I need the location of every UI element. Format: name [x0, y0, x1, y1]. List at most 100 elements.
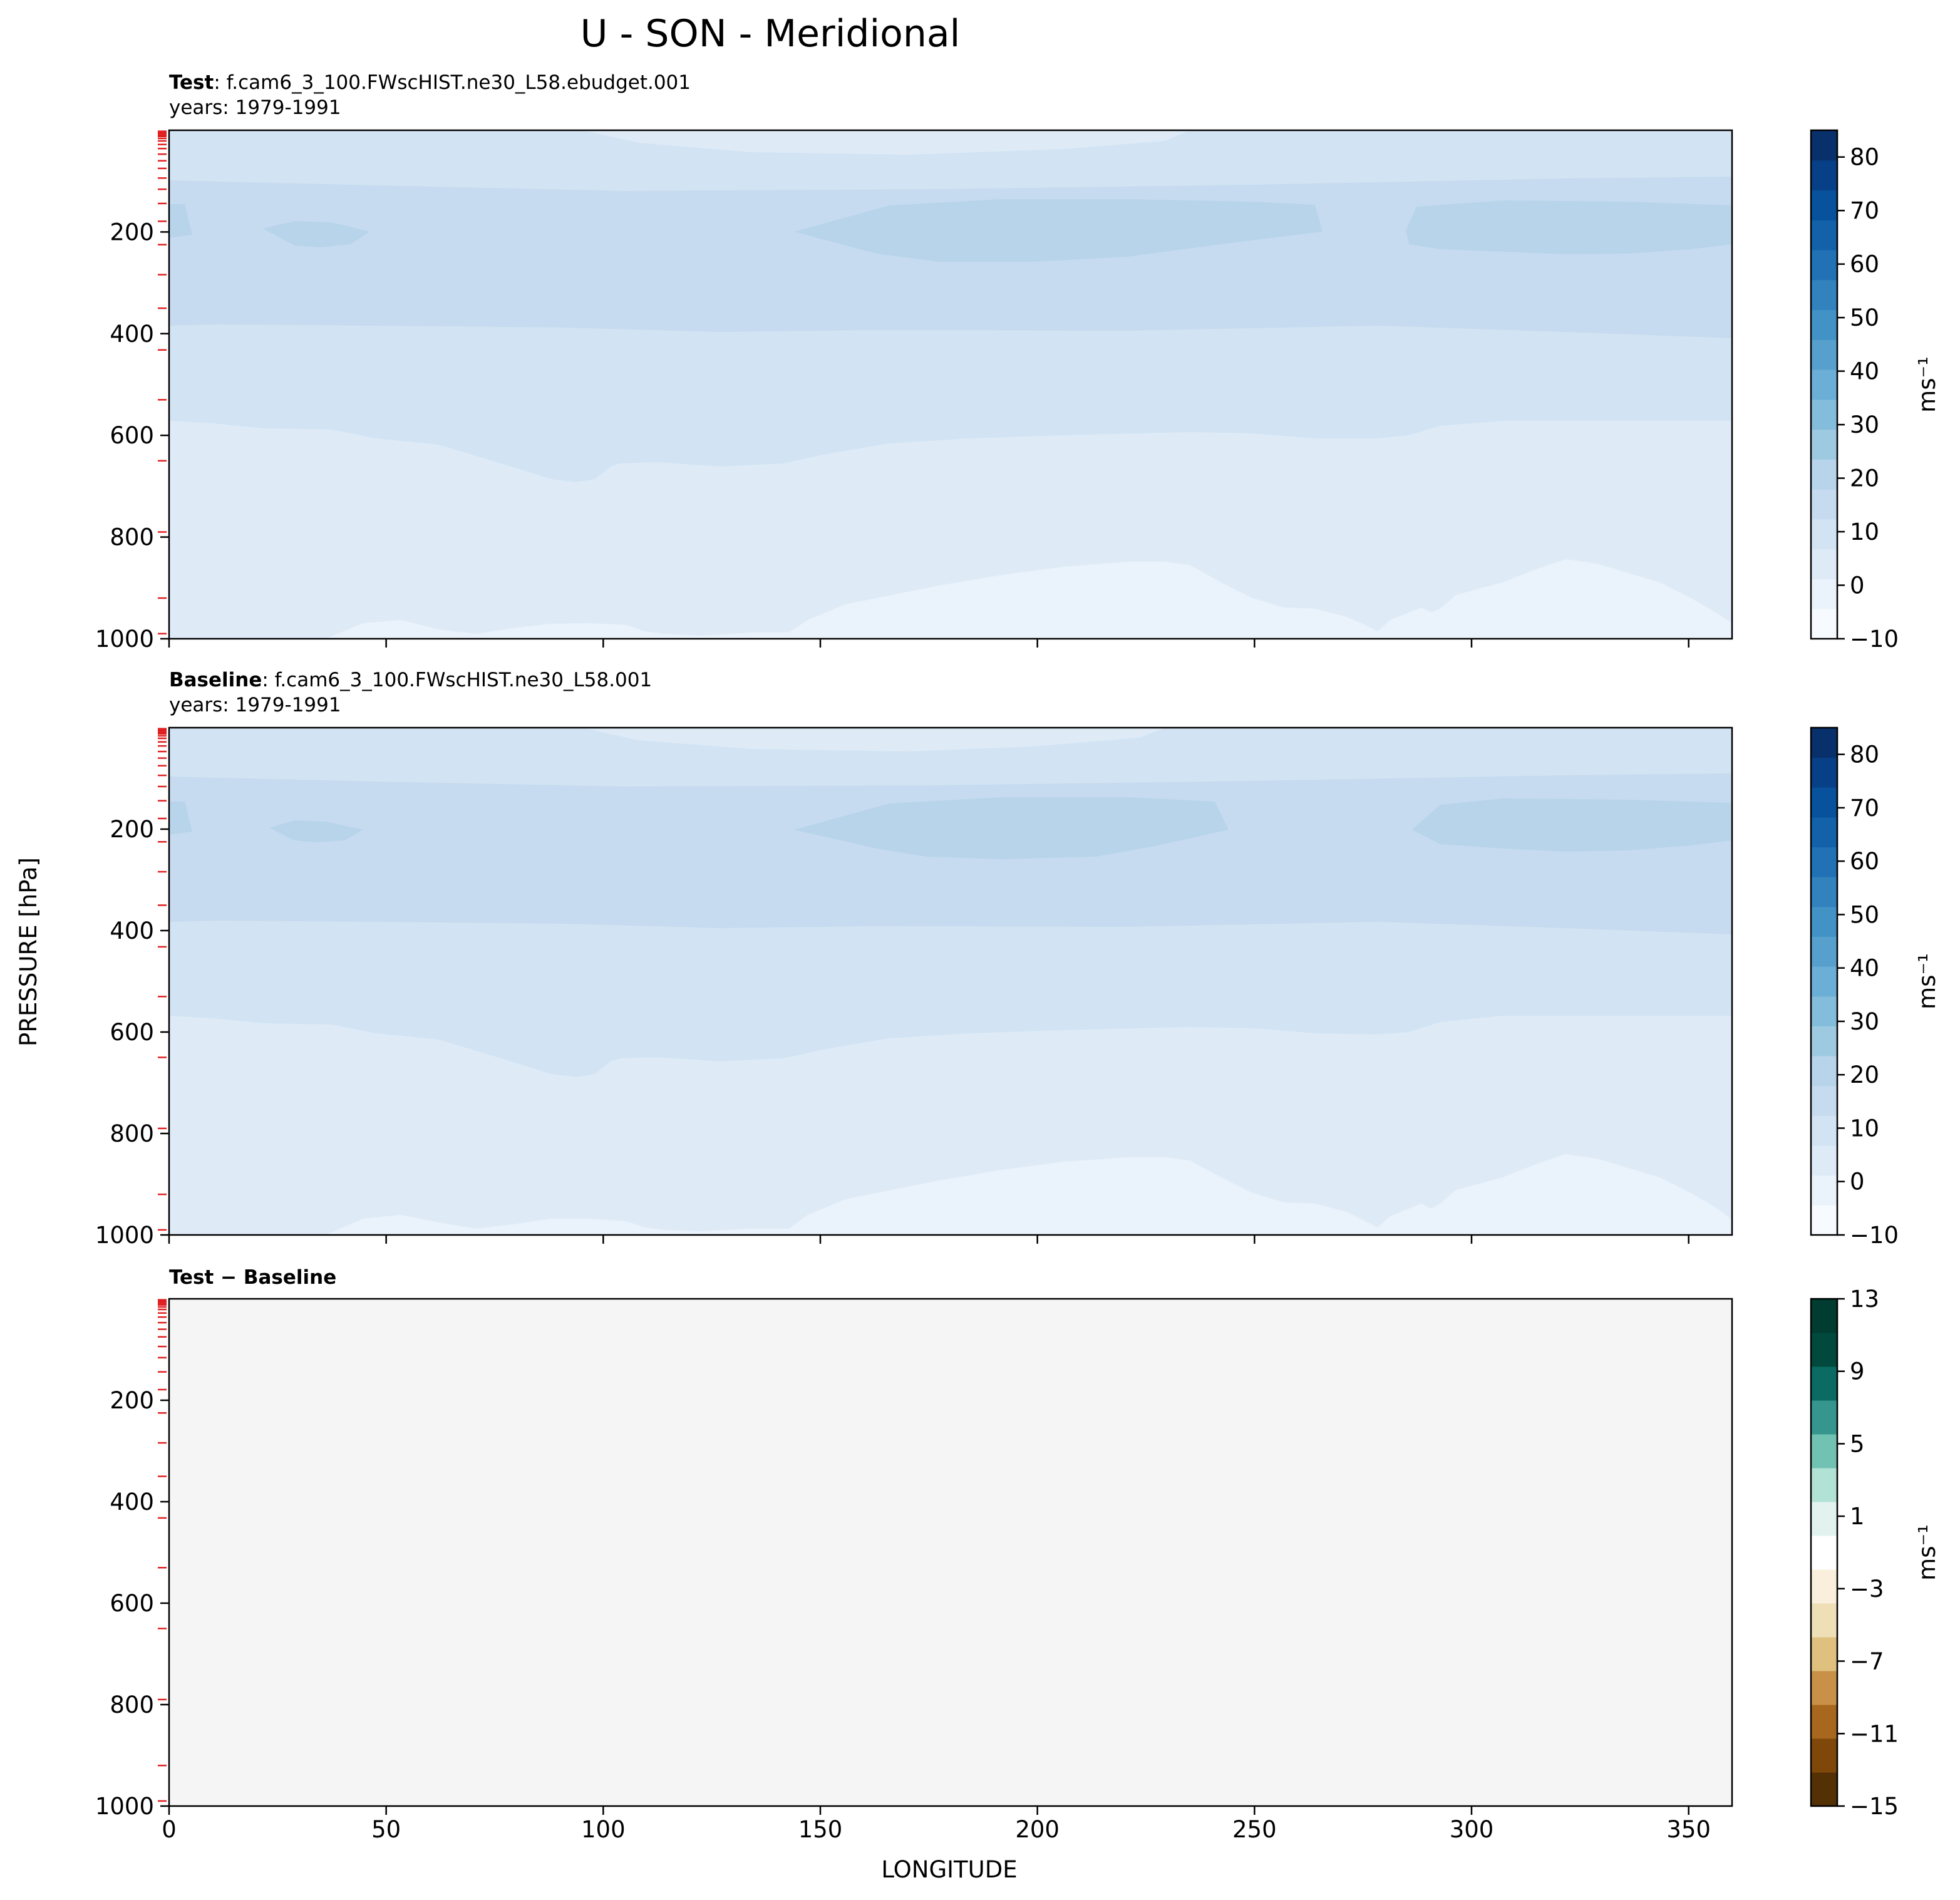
panel-test-label: Test: f.cam6_3_100.FWscHIST.ne30_L58.ebu…: [169, 71, 691, 94]
panel-difference-axes: 0 50 100 150 200 250 300 350 200 400 600 800 1000: [95, 1387, 1711, 1843]
x-tick-label: 350: [1666, 1816, 1711, 1843]
colorbar-segment: [1811, 1536, 1837, 1570]
jet-core-30e: [263, 221, 369, 247]
y-tick-label: 1000: [95, 626, 154, 653]
colorbar-tick-label: −10: [1850, 1222, 1899, 1249]
y-tick-label: 800: [110, 1691, 154, 1718]
panel-baseline-axes: 200 400 600 800 1000: [95, 816, 1689, 1249]
y-tick-label: 600: [110, 1019, 154, 1046]
colorbar-segment: [1811, 309, 1837, 340]
x-tick-label: 150: [798, 1816, 843, 1843]
panel-baseline-label-bold: Baseline: [169, 669, 262, 691]
x-tick-label: 50: [371, 1816, 401, 1843]
jet-core-west: [169, 802, 192, 835]
colorbar-frame: [1810, 1298, 1839, 1807]
panel-test-frame: [168, 129, 1733, 640]
colorbar-segment: [1811, 1569, 1837, 1604]
panel-baseline-level-ticks: [158, 728, 167, 1231]
panel-difference-label: Test − Baseline: [169, 1266, 336, 1289]
colorbar-segment: [1811, 1637, 1837, 1671]
colorbar-tick-label: 5: [1850, 1430, 1865, 1457]
colorbar-segment: [1811, 220, 1837, 250]
difference-field: [169, 1299, 1732, 1806]
colorbar-segment: [1811, 190, 1837, 220]
colorbar-segment: [1811, 339, 1837, 370]
colorbar-segment: [1811, 1468, 1837, 1502]
x-tick-label: 100: [581, 1816, 626, 1843]
colorbar-segment: [1811, 1175, 1837, 1206]
colorbar-tick-label: 80: [1850, 144, 1879, 171]
y-tick-label: 600: [110, 422, 154, 449]
y-tick-label: 200: [110, 1387, 154, 1414]
colorbar-tick-label: 50: [1850, 901, 1879, 928]
colorbar-tick-label: 80: [1850, 741, 1879, 768]
colorbar-frame: [1810, 726, 1839, 1236]
y-tick-label: 1000: [95, 1222, 154, 1249]
colorbar-tick-label: 0: [1850, 572, 1865, 599]
colorbar-tick-label: −3: [1850, 1576, 1884, 1603]
colorbar-tick-label: 9: [1850, 1358, 1865, 1385]
colorbar-segment: [1811, 936, 1837, 967]
colorbar-segment: [1811, 787, 1837, 818]
y-tick-label: 800: [110, 1120, 154, 1147]
colorbar-tick-label: 40: [1850, 358, 1879, 385]
colorbar-tick-label: 20: [1850, 465, 1879, 492]
colorbar-segment: [1811, 1333, 1837, 1367]
colorbar-segment: [1811, 429, 1837, 460]
colorbar-tick-label: 30: [1850, 1008, 1879, 1035]
band-near-surface: [326, 559, 1732, 639]
panel-difference: Test − Baseline 0 50 100 150 200 250 300 350 200…: [95, 1266, 1733, 1843]
jet-core-atlantic: [1406, 200, 1732, 254]
panel-test-axes: 200 400 600 800 1000: [95, 219, 1689, 653]
panel-test-label-rest: : f.cam6_3_100.FWscHIST.ne30_L58.ebudget…: [214, 71, 691, 94]
panel-difference-frame: [168, 1298, 1733, 1807]
x-tick-label: 250: [1232, 1816, 1277, 1843]
colorbar-segment: [1811, 549, 1837, 579]
colorbar-segment: [1811, 279, 1837, 311]
colorbar-tick-label: 10: [1850, 1115, 1879, 1142]
colorbar-tick-label: 30: [1850, 411, 1879, 438]
jet-core-pacific: [794, 797, 1229, 859]
colorbar-segment: [1811, 1085, 1837, 1116]
colorbar-tick-label: 20: [1850, 1061, 1879, 1088]
y-tick-label: 400: [110, 321, 154, 348]
colorbar-segment: [1811, 1502, 1837, 1536]
colorbar-tick-label: 0: [1850, 1169, 1865, 1195]
panel-baseline: Baseline: f.cam6_3_100.FWscHIST.ne30_L58…: [95, 669, 1733, 1249]
panel-difference-level-ticks: [158, 1299, 167, 1802]
y-tick-label: 400: [110, 917, 154, 944]
colorbar-tick-label: 40: [1850, 955, 1879, 982]
y-tick-label: 200: [110, 816, 154, 843]
colorbar-segment: [1811, 609, 1837, 639]
colorbar-segment: [1811, 519, 1837, 550]
colorbar-segment: [1811, 847, 1837, 877]
colorbar-segment: [1811, 1671, 1837, 1705]
colorbar-tick-label: −7: [1850, 1648, 1884, 1675]
panel-baseline-label: Baseline: f.cam6_3_100.FWscHIST.ne30_L58…: [169, 669, 652, 691]
colorbar-tick-label: 10: [1850, 519, 1879, 545]
panel-baseline-label-rest: : f.cam6_3_100.FWscHIST.ne30_L58.001: [262, 669, 652, 691]
colorbar-segment: [1811, 130, 1837, 161]
figure-title: U - SON - Meridional: [580, 12, 961, 56]
panel-test-level-ticks: [158, 130, 167, 635]
panel-baseline-years: years: 1979-1991: [169, 694, 341, 716]
colorbar-segment: [1811, 817, 1837, 848]
band-stratosphere-weak: [582, 728, 1165, 751]
x-tick-label: 0: [162, 1816, 177, 1843]
band-lower-troposphere: [169, 1016, 1732, 1235]
colorbar-test: −10 0 10 20 30 40 50 60 70 80 ms⁻¹: [1810, 129, 1941, 653]
colorbar-unit-label: ms⁻¹: [1914, 953, 1941, 1009]
colorbar-difference: −15 −11 −7 −3 1 5 9 13 ms⁻¹: [1810, 1286, 1941, 1820]
band-lower-troposphere: [169, 421, 1732, 639]
colorbar-segment: [1811, 906, 1837, 937]
colorbar-segment: [1811, 399, 1837, 430]
colorbar-segment: [1811, 579, 1837, 609]
band-stratosphere-weak: [582, 130, 1190, 155]
panel-test-contours: [169, 130, 1732, 639]
jet-core-west: [169, 204, 192, 238]
y-tick-label: 400: [110, 1489, 154, 1515]
panel-test-label-bold: Test: [169, 71, 214, 94]
colorbar-tick-label: −15: [1850, 1793, 1899, 1820]
colorbar-segment: [1811, 1705, 1837, 1739]
